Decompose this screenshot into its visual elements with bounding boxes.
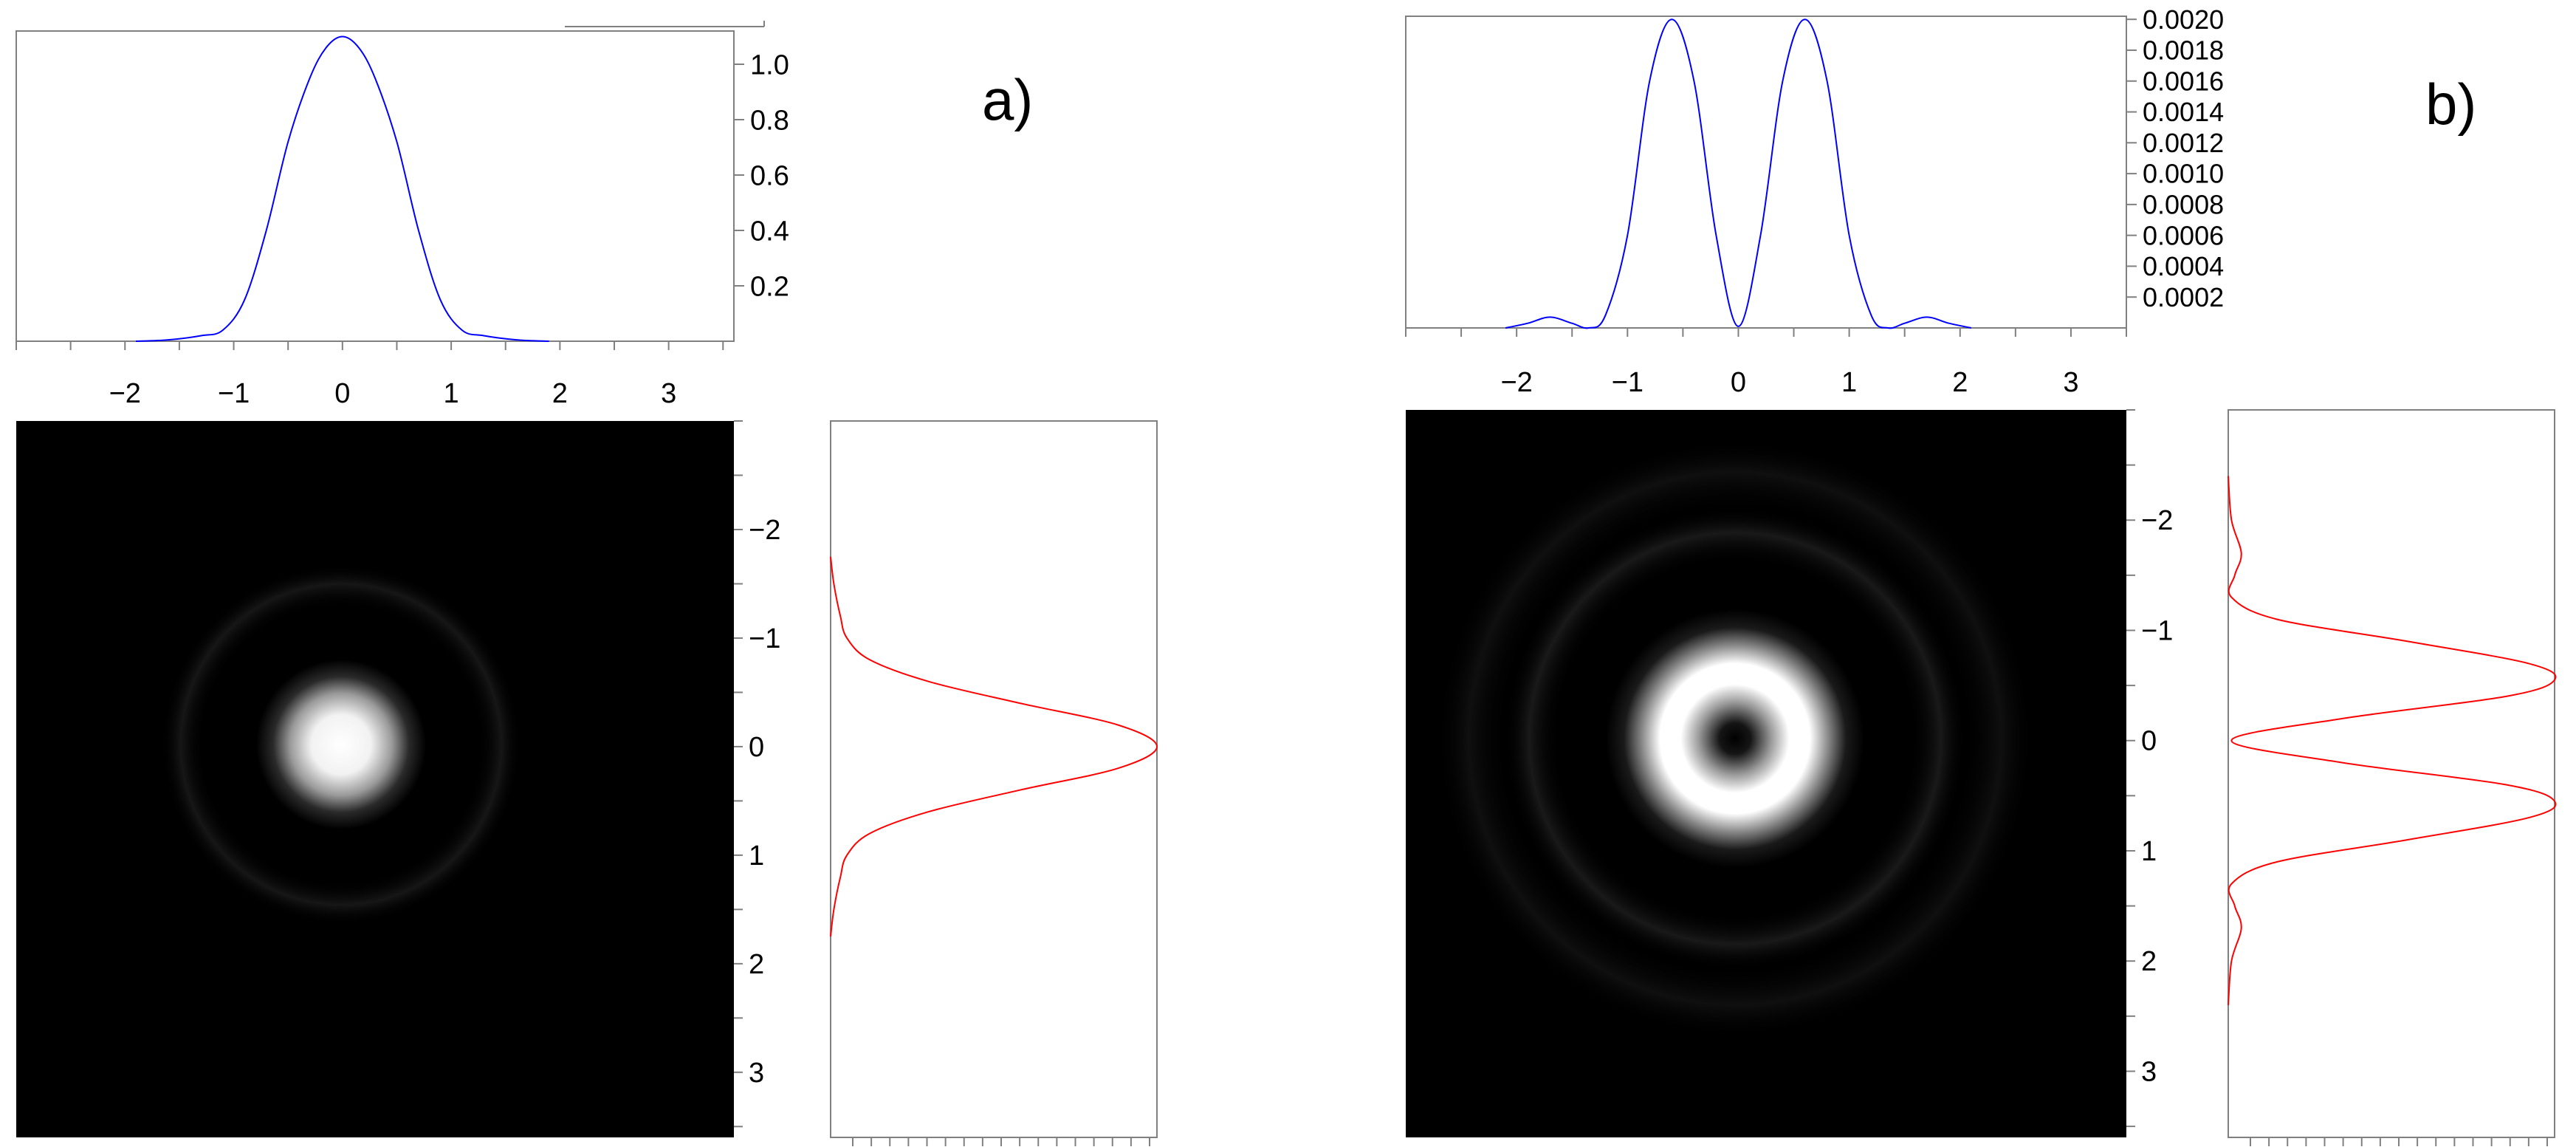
panel-b-side-profile-frame <box>2228 409 2555 1138</box>
panel-a-top-y-tick-label: 0.8 <box>750 105 789 136</box>
panel-b-top-y-tick-label: 0.0018 <box>2143 35 2224 66</box>
panel-a-x-axis: −2 −1 0 1 2 3 <box>16 341 724 409</box>
panel-a-top-y-tick-label: 0.6 <box>750 160 789 191</box>
panel-b-map-donut <box>1606 609 1864 868</box>
panel-b-top-x-tick-label: 1 <box>1841 367 1857 398</box>
panel-a-top-x-tick-label: 1 <box>444 378 459 409</box>
panel-b-top-y-tick-label: 0.0020 <box>2143 4 2224 35</box>
panel-b-top-y-tick-label: 0.0002 <box>2143 282 2224 312</box>
panel-b-top-x-tick-label: 2 <box>1952 367 1968 398</box>
panel-a-top-y-tick-label: 1.0 <box>750 49 789 81</box>
panel-b-x-axis: −2 −1 0 1 2 3 <box>1405 328 2127 398</box>
panel-b-top-profile-line <box>1505 18 1971 329</box>
panel-a-top-profile-line <box>135 35 549 342</box>
panel-b-top-y-tick-label: 0.0004 <box>2143 251 2224 281</box>
panel-b-top-x-tick-label: 3 <box>2063 367 2078 398</box>
panel-a-map-y-tick-label: −2 <box>749 515 780 546</box>
panel-a-top-x-tick-label: 3 <box>661 378 676 409</box>
panel-b-top-y-tick-label: 0.0006 <box>2143 220 2224 250</box>
panel-a-intensity-map <box>16 421 734 1137</box>
panel-a-top-y-tick-label: 0.4 <box>750 216 789 247</box>
panel-a-map-y-tick-label: 0 <box>749 732 764 763</box>
panel-a-side-profile-x-axis <box>852 1137 1150 1146</box>
panel-b-side-profile-line <box>2228 476 2557 1005</box>
panel-a-label: a) <box>982 67 1033 132</box>
panel-b-map-y-axis: −2 −1 0 1 2 3 <box>2126 409 2173 1128</box>
panel-b-top-y-tick-label: 0.0010 <box>2143 159 2224 189</box>
panel-a-map-spot <box>256 660 426 829</box>
panel-a-map-y-tick-label: −1 <box>749 623 780 654</box>
panel-b-map-y-tick-label: 3 <box>2141 1056 2157 1087</box>
panel-a-top-x-tick-label: 2 <box>552 378 568 409</box>
panel-b-map-y-tick-label: −2 <box>2141 505 2173 536</box>
panel-a-map-y-axis: −2 −1 0 1 2 3 <box>734 420 780 1128</box>
panel-a-side-profile-frame <box>830 420 1158 1138</box>
panel-a-map-y-tick-label: 2 <box>749 949 764 980</box>
panel-a-top-profile-frame <box>16 30 735 342</box>
panel-b-top-y-tick-label: 0.0014 <box>2143 97 2224 127</box>
panel-b-map-y-tick-label: 1 <box>2141 836 2157 867</box>
panel-a-top-y-tick-label: 0.2 <box>750 271 789 302</box>
panel-a-map-y-tick-label: 3 <box>749 1058 764 1089</box>
panel-b-map-y-tick-label: 2 <box>2141 946 2157 977</box>
panel-b-label: b) <box>2425 72 2476 137</box>
panel-a-side-profile-line <box>830 556 1158 937</box>
panel-a: 1.0 0.8 0.6 0.4 0.2 −2 −1 0 1 2 3 a) −2 −1 0 1 2 3 <box>16 30 1158 1146</box>
panel-a-top-x-tick-label: 0 <box>334 378 350 409</box>
panel-a-map-y-tick-label: 1 <box>749 840 764 872</box>
panel-a-top-x-tick-label: −1 <box>218 378 250 409</box>
panel-b-top-profile-frame <box>1405 16 2127 329</box>
panel-b-top-y-tick-label: 0.0016 <box>2143 66 2224 96</box>
panel-a-top-profile-y-axis: 1.0 0.8 0.6 0.4 0.2 <box>734 49 789 302</box>
panel-b-intensity-map <box>1406 410 2126 1137</box>
panel-b-top-y-tick-label: 0.0008 <box>2143 189 2224 219</box>
panel-b-top-profile-y-axis: 0.00200.00180.00160.00140.00120.00100.00… <box>2126 4 2224 312</box>
panel-a-top-x-tick-label: −2 <box>109 378 141 409</box>
panel-b-map-y-tick-label: −1 <box>2141 615 2173 646</box>
panel-b: 0.00200.00180.00160.00140.00120.00100.00… <box>1405 4 2557 1146</box>
panel-b-top-x-tick-label: −1 <box>1612 367 1644 398</box>
panel-b-map-y-tick-label: 0 <box>2141 726 2157 757</box>
panel-b-side-profile-x-axis <box>2250 1137 2548 1146</box>
panel-b-top-y-tick-label: 0.0012 <box>2143 128 2224 158</box>
panel-b-top-x-tick-label: −2 <box>1500 367 1532 398</box>
panel-b-top-x-tick-label: 0 <box>1731 367 1746 398</box>
